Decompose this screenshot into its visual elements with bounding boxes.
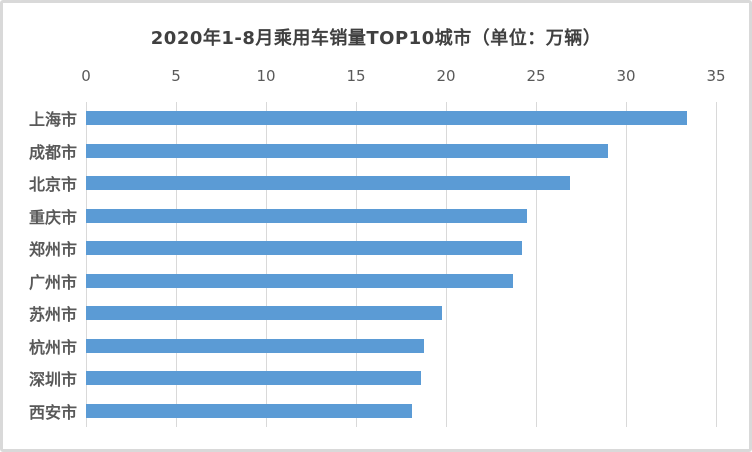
gridline	[626, 102, 627, 427]
gridline	[266, 102, 267, 427]
bar-深圳市	[86, 371, 421, 386]
bar-北京市	[86, 176, 571, 191]
gridline	[356, 102, 357, 427]
category-label: 杭州市	[28, 337, 77, 357]
bar-row: 苏州市	[3, 297, 716, 330]
x-tick-label: 5	[171, 67, 181, 85]
category-label: 北京市	[28, 175, 77, 195]
bar-杭州市	[86, 338, 425, 353]
x-tick-label: 20	[436, 67, 456, 85]
bar-row: 西安市	[3, 395, 716, 428]
x-tick-label: 0	[81, 67, 91, 85]
bar-广州市	[86, 273, 513, 288]
gridline	[716, 102, 717, 427]
x-tick-label: 15	[346, 67, 366, 85]
x-tick-label: 25	[526, 67, 546, 85]
category-label: 郑州市	[28, 240, 77, 260]
bar-rows: 上海市成都市北京市重庆市郑州市广州市苏州市杭州市深圳市西安市	[3, 102, 716, 427]
chart-title: 2020年1-8月乘用车销量TOP10城市（单位：万辆）	[150, 28, 602, 49]
gridline	[86, 102, 87, 427]
category-label: 成都市	[28, 142, 77, 162]
bar-row: 成都市	[3, 135, 716, 168]
x-tick-label: 35	[706, 67, 726, 85]
bar-苏州市	[86, 306, 443, 321]
x-axis: 0 5 10 15 20 25 30 35	[81, 66, 725, 86]
bar-row: 杭州市	[3, 330, 716, 363]
bar-row: 北京市	[3, 167, 716, 200]
bar-row: 广州市	[3, 265, 716, 298]
x-tick-label: 30	[616, 67, 636, 85]
x-tick-label: 10	[256, 67, 276, 85]
category-label: 上海市	[28, 110, 77, 130]
category-label: 西安市	[28, 402, 77, 422]
bar-重庆市	[86, 208, 527, 223]
bar-成都市	[86, 143, 608, 158]
bar-row: 上海市	[3, 102, 716, 135]
gridline	[176, 102, 177, 427]
bar-上海市	[86, 111, 688, 126]
bar-西安市	[86, 403, 412, 418]
plot-area	[86, 102, 717, 427]
bar-row: 深圳市	[3, 362, 716, 395]
category-label: 深圳市	[28, 370, 77, 390]
gridline	[536, 102, 537, 427]
bar-郑州市	[86, 241, 522, 256]
bar-row: 郑州市	[3, 232, 716, 265]
gridline	[446, 102, 447, 427]
category-label: 苏州市	[28, 305, 77, 325]
category-label: 重庆市	[28, 207, 77, 227]
category-label: 广州市	[28, 272, 77, 292]
bar-row: 重庆市	[3, 200, 716, 233]
